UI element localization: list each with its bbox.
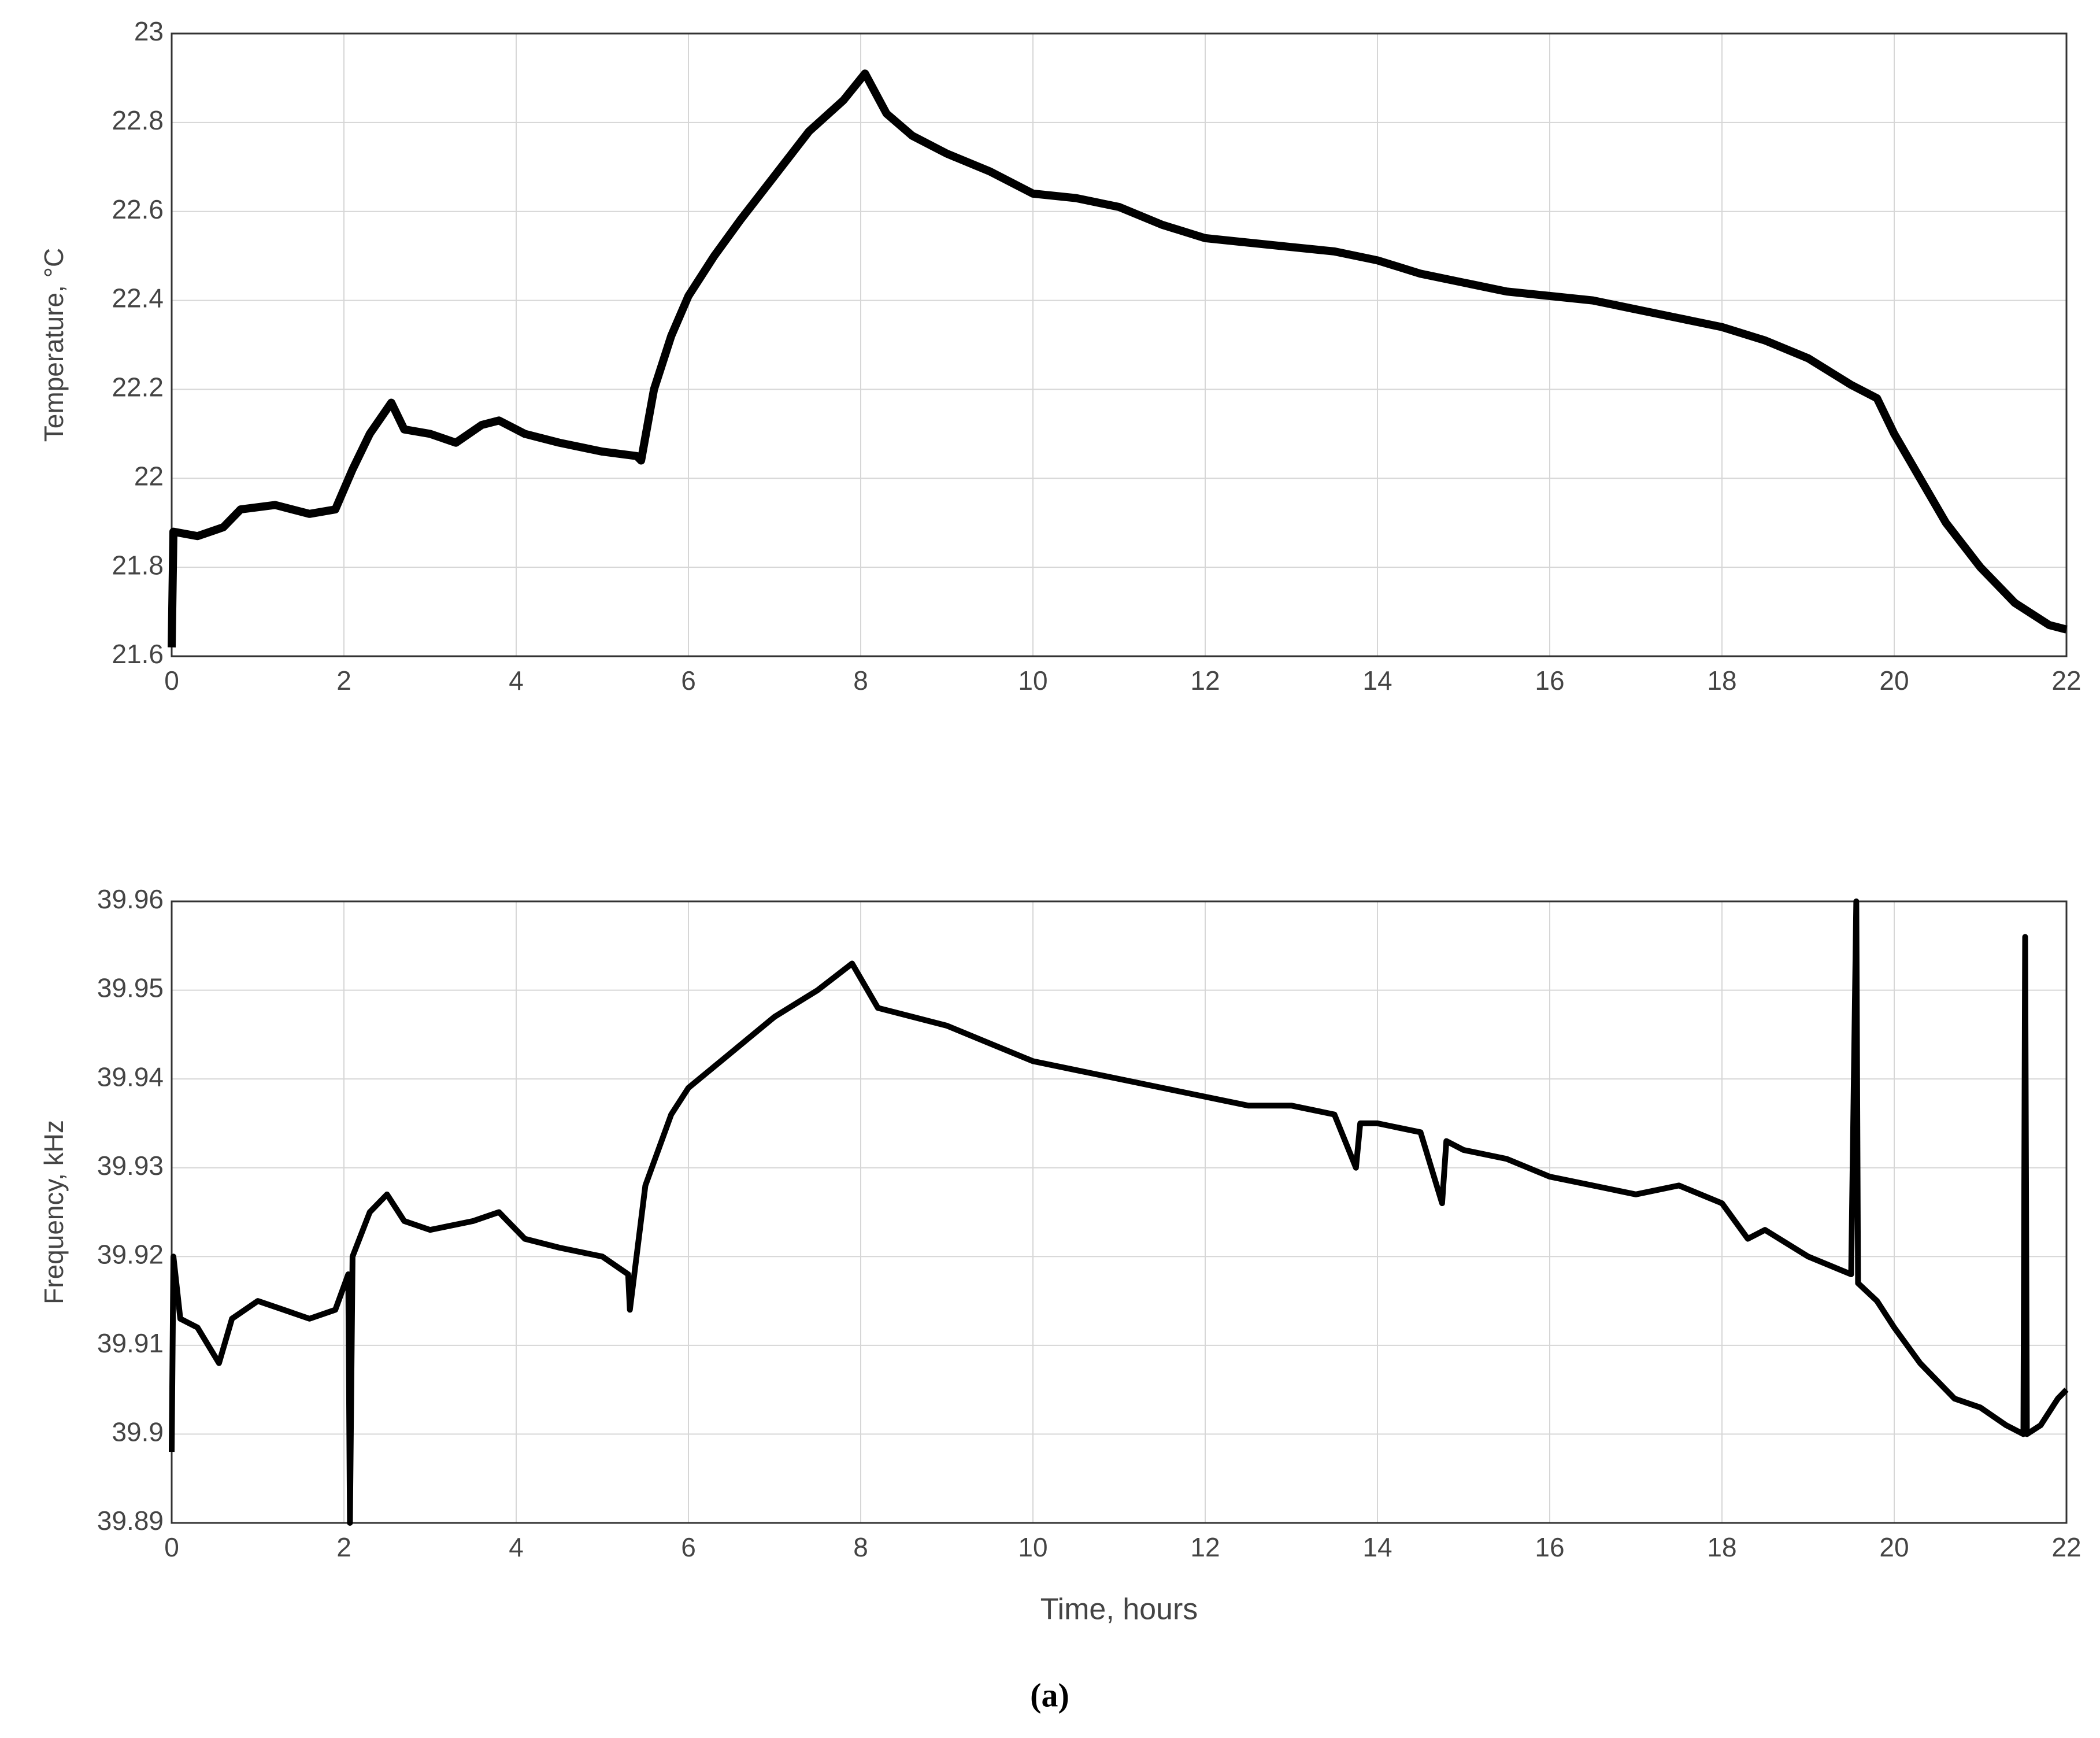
caption: (a) xyxy=(1030,1676,1069,1714)
plot-frame xyxy=(171,900,2068,1524)
x-tick-label: 10 xyxy=(1018,1532,1047,1562)
x-tick-label: 12 xyxy=(1190,1532,1220,1562)
x-tick-label: 0 xyxy=(164,1532,179,1562)
y-tick-label: 21.6 xyxy=(112,639,164,669)
x-tick-label: 0 xyxy=(164,665,179,696)
data-line xyxy=(168,69,2068,648)
x-tick-label: 8 xyxy=(853,1532,868,1562)
y-tick-label: 39.91 xyxy=(97,1328,164,1358)
y-axis-label: Frequency, kHz xyxy=(39,1120,69,1304)
plot-frame xyxy=(171,32,2068,657)
x-axis-label: Time, hours xyxy=(1040,1593,1198,1626)
y-tick-label: 39.89 xyxy=(97,1506,164,1536)
x-tick-label: 2 xyxy=(336,1532,351,1562)
x-tick-label: 2 xyxy=(336,665,351,696)
y-tick-label: 39.93 xyxy=(97,1151,164,1181)
x-tick-label: 22 xyxy=(2051,665,2081,696)
y-tick-label: 39.95 xyxy=(97,973,164,1003)
y-tick-label: 22 xyxy=(134,461,164,491)
x-tick-label: 20 xyxy=(1879,665,1909,696)
x-tick-label: 20 xyxy=(1879,1532,1909,1562)
y-tick-label: 39.92 xyxy=(97,1239,164,1269)
x-tick-label: 14 xyxy=(1362,1532,1392,1562)
x-tick-label: 6 xyxy=(681,665,696,696)
x-tick-label: 10 xyxy=(1018,665,1047,696)
y-tick-label: 22.6 xyxy=(112,194,164,224)
y-tick-label: 39.96 xyxy=(97,884,164,914)
x-tick-label: 12 xyxy=(1190,665,1220,696)
x-tick-label: 18 xyxy=(1707,1532,1736,1562)
y-tick-label: 39.9 xyxy=(112,1417,164,1447)
data-line xyxy=(169,898,2069,1526)
y-axis-label: Temperature, °C xyxy=(39,248,69,442)
y-tick-label: 22.2 xyxy=(112,372,164,402)
y-tick-label: 39.94 xyxy=(97,1062,164,1092)
x-tick-label: 16 xyxy=(1535,665,1564,696)
x-tick-label: 4 xyxy=(509,665,524,696)
x-tick-label: 14 xyxy=(1362,665,1392,696)
x-tick-label: 6 xyxy=(681,1532,696,1562)
x-tick-label: 16 xyxy=(1535,1532,1564,1562)
y-tick-label: 23 xyxy=(134,16,164,46)
y-tick-label: 22.4 xyxy=(112,283,164,313)
plot-area xyxy=(172,34,2066,656)
x-tick-label: 8 xyxy=(853,665,868,696)
y-tick-label: 22.8 xyxy=(112,105,164,135)
y-tick-label: 21.8 xyxy=(112,550,164,580)
x-tick-label: 22 xyxy=(2051,1532,2081,1562)
x-tick-label: 18 xyxy=(1707,665,1736,696)
plot-area xyxy=(172,901,2066,1523)
x-tick-label: 4 xyxy=(509,1532,524,1562)
